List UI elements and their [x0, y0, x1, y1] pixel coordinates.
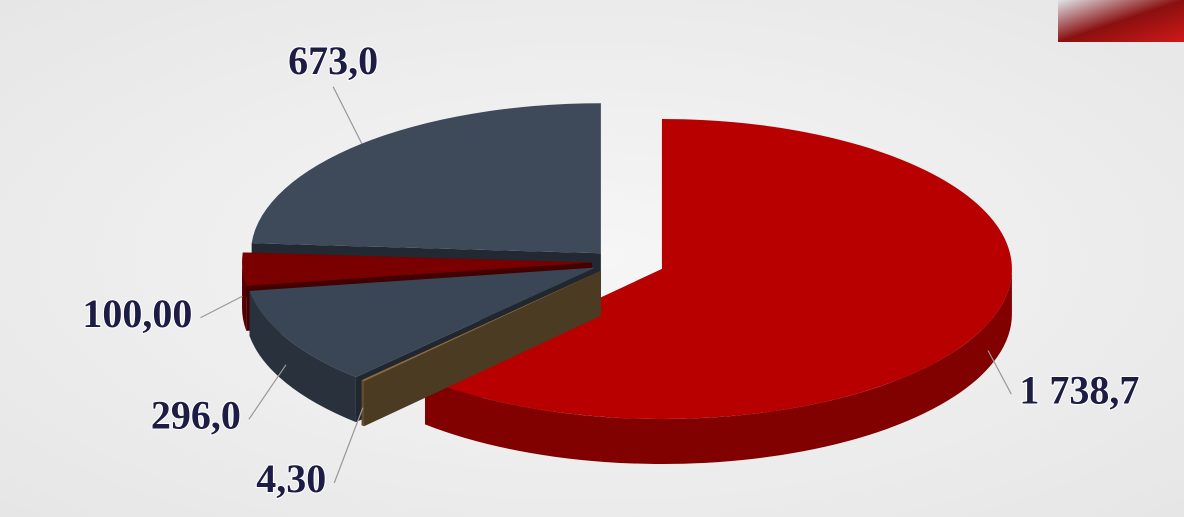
leader-line [987, 350, 1012, 395]
data-label: 100,00 [82, 291, 192, 336]
slice-top [249, 267, 596, 378]
slice-wall [361, 380, 365, 427]
leader-line [332, 86, 363, 144]
slice-top [361, 270, 601, 382]
data-label: 4,30 [256, 456, 326, 501]
thumbnail [1058, 0, 1184, 42]
leader-line [200, 295, 243, 319]
slice-top [242, 252, 593, 286]
slice-side [361, 270, 601, 426]
data-label: 673,0 [288, 38, 378, 83]
slice [425, 119, 1012, 465]
slice [361, 270, 601, 427]
leader-line [248, 364, 287, 420]
slice-wall [249, 290, 356, 423]
data-label: 296,0 [151, 393, 241, 438]
slice-wall [425, 269, 1012, 465]
leader-line [333, 407, 364, 484]
data-label: 1 738,7 [1019, 367, 1139, 412]
pie [242, 103, 1012, 465]
slice-wall [242, 262, 247, 331]
labels: 673,0 100,00 1 738,7 296,0 4,30 [81, 37, 1140, 502]
slice-top [425, 119, 1012, 420]
slice-top [251, 103, 601, 254]
